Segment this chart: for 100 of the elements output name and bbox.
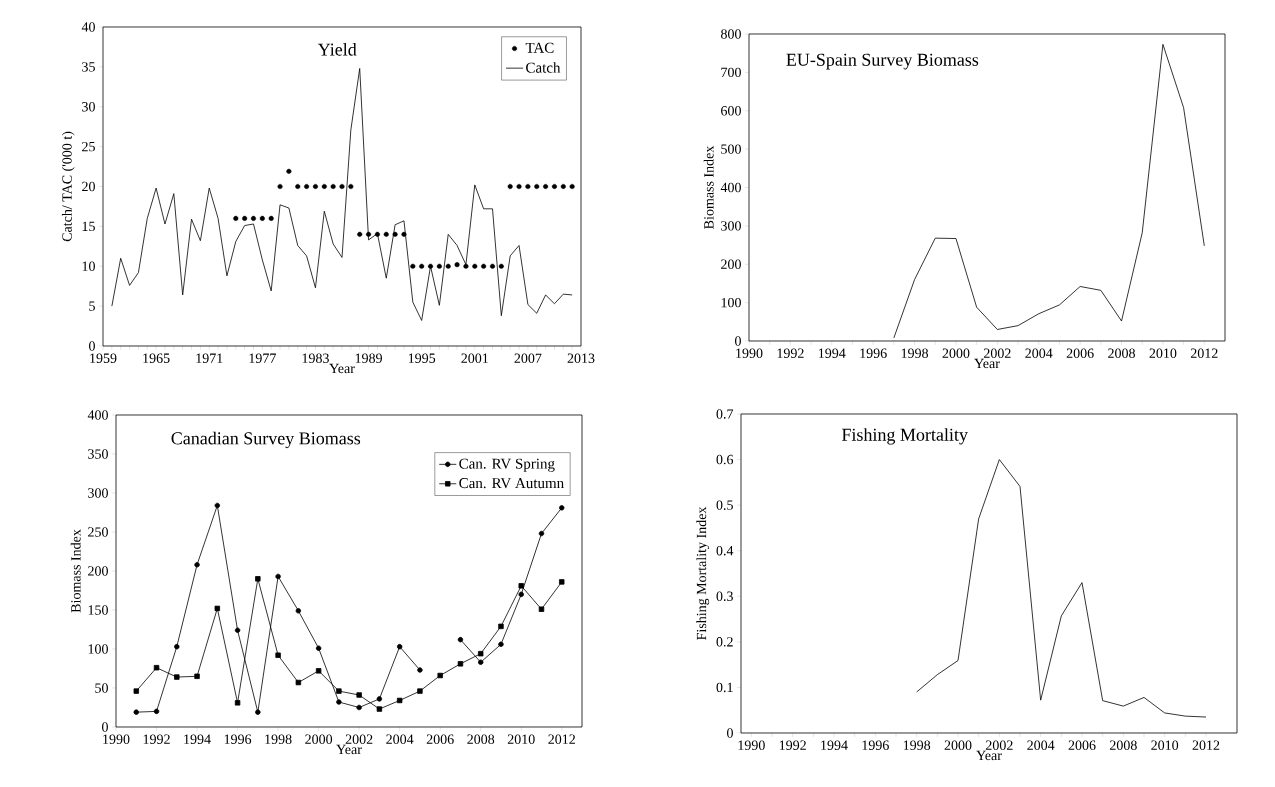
point bbox=[255, 709, 261, 715]
point bbox=[214, 605, 221, 612]
point bbox=[498, 641, 504, 648]
y-tick-label: 0.6 bbox=[716, 454, 734, 465]
x-axis-title: Year bbox=[976, 750, 1002, 761]
point bbox=[437, 672, 443, 679]
x-tick-label: 1965 bbox=[143, 353, 170, 363]
x-tick-label: 2012 bbox=[548, 734, 575, 744]
y-axis-title: Biomass Index bbox=[703, 145, 714, 229]
point bbox=[194, 673, 200, 679]
point bbox=[275, 652, 281, 658]
point bbox=[174, 674, 180, 680]
point bbox=[366, 231, 372, 237]
x-tick-label: 1998 bbox=[265, 734, 292, 744]
point bbox=[233, 215, 239, 221]
x-tick-label: 1990 bbox=[738, 740, 765, 750]
text: Canadian Survey Biomass bbox=[171, 431, 361, 449]
y-tick-label: 10 bbox=[82, 261, 95, 271]
y-tick-label: 700 bbox=[721, 67, 741, 78]
y-tick-label: 0.7 bbox=[716, 409, 734, 419]
x-tick-label: 1996 bbox=[224, 734, 252, 744]
point bbox=[472, 263, 478, 269]
x-tick-label: 2002 bbox=[983, 348, 1011, 358]
x-tick-label: 1992 bbox=[143, 734, 170, 744]
point bbox=[336, 699, 342, 705]
x-tick-label: 1983 bbox=[302, 353, 329, 363]
y-tick-label: 25 bbox=[82, 141, 95, 152]
y-tick-label: 100 bbox=[721, 297, 741, 308]
point bbox=[525, 183, 531, 189]
point bbox=[560, 183, 566, 189]
point bbox=[401, 231, 407, 237]
point bbox=[392, 231, 398, 237]
x-tick-label: 1998 bbox=[903, 740, 931, 750]
y-tick-label: 0 bbox=[735, 336, 741, 346]
legend-label: Can. RV Spring bbox=[459, 458, 555, 472]
x-tick-label: 2002 bbox=[985, 740, 1013, 750]
point bbox=[336, 688, 342, 694]
point bbox=[348, 183, 354, 189]
point bbox=[312, 183, 318, 189]
y-tick-label: 0.2 bbox=[716, 637, 733, 647]
point bbox=[304, 183, 310, 189]
y-tick-label: 0.4 bbox=[716, 545, 734, 556]
point bbox=[478, 650, 484, 657]
x-tick-label: 2006 bbox=[1068, 740, 1096, 750]
x-tick-label: 1994 bbox=[819, 348, 846, 358]
x-tick-label: 2010 bbox=[1151, 740, 1179, 750]
point bbox=[295, 183, 301, 189]
point bbox=[543, 183, 549, 189]
x-axis-title: Year bbox=[329, 363, 355, 374]
x-tick-label: 2010 bbox=[507, 734, 535, 744]
y-tick-label: 5 bbox=[89, 301, 95, 311]
point bbox=[507, 183, 513, 189]
point bbox=[214, 502, 221, 509]
text: EU-Spain Survey Biomass bbox=[786, 53, 979, 70]
y-tick-label: 0 bbox=[89, 341, 95, 351]
point bbox=[419, 263, 425, 269]
point bbox=[376, 696, 383, 702]
y-tick-label: 15 bbox=[82, 221, 95, 232]
point bbox=[295, 679, 302, 686]
x-tick-label: 2012 bbox=[1190, 348, 1218, 358]
point bbox=[374, 231, 380, 237]
point bbox=[315, 645, 322, 651]
y-tick-label: 0 bbox=[727, 728, 733, 738]
point bbox=[277, 183, 283, 189]
point bbox=[457, 661, 464, 667]
point bbox=[463, 263, 469, 269]
y-tick-label: 0 bbox=[102, 722, 108, 732]
x-tick-label: 2002 bbox=[345, 734, 373, 744]
x-tick-label: 2004 bbox=[1027, 740, 1055, 750]
point bbox=[489, 263, 495, 269]
y-tick-label: 40 bbox=[81, 22, 95, 32]
y-tick-label: 250 bbox=[88, 527, 108, 537]
x-tick-label: 1996 bbox=[860, 348, 887, 358]
point bbox=[534, 183, 540, 189]
x-axis-title: Year bbox=[974, 358, 1000, 369]
y-axis-title: Biomass Index bbox=[70, 529, 81, 613]
point bbox=[250, 215, 256, 221]
point bbox=[356, 692, 362, 698]
y-tick-label: 300 bbox=[88, 488, 108, 498]
y-tick-label: 50 bbox=[95, 683, 108, 693]
y-tick-label: 20 bbox=[82, 181, 95, 192]
y-tick-label: 400 bbox=[87, 410, 108, 420]
point bbox=[436, 263, 442, 269]
y-tick-label: 0.1 bbox=[716, 682, 733, 693]
y-tick-label: 150 bbox=[88, 605, 108, 615]
point bbox=[445, 263, 451, 269]
point bbox=[551, 183, 557, 189]
text: Fishing Mortality bbox=[841, 428, 968, 445]
point bbox=[478, 659, 484, 665]
point bbox=[234, 627, 241, 633]
legend-label: Catch bbox=[526, 62, 561, 73]
y-tick-label: 350 bbox=[88, 449, 108, 459]
x-tick-label: 1990 bbox=[103, 734, 130, 744]
x-tick-label: 2006 bbox=[1066, 348, 1094, 358]
point bbox=[396, 697, 403, 704]
point bbox=[275, 573, 281, 580]
point bbox=[457, 636, 464, 643]
point bbox=[569, 183, 575, 189]
y-axis-title: Catch/ TAC ('000 t) bbox=[61, 131, 75, 242]
point bbox=[498, 263, 504, 269]
